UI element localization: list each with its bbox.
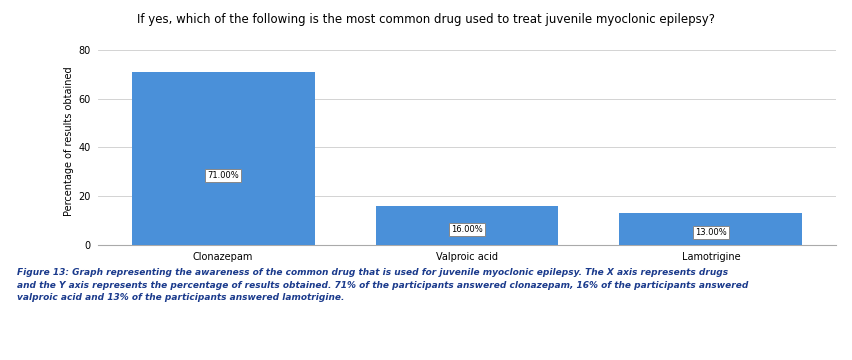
Text: 13.00%: 13.00% xyxy=(694,228,726,237)
Bar xyxy=(375,206,558,245)
Text: 71.00%: 71.00% xyxy=(207,171,239,180)
Text: 16.00%: 16.00% xyxy=(451,225,482,234)
Y-axis label: Percentage of results obtained: Percentage of results obtained xyxy=(64,67,74,216)
Bar xyxy=(619,213,802,245)
Bar xyxy=(131,72,314,245)
Text: Figure 13: Graph representing the awareness of the common drug that is used for : Figure 13: Graph representing the awaren… xyxy=(17,268,747,302)
Text: If yes, which of the following is the most common drug used to treat juvenile my: If yes, which of the following is the mo… xyxy=(137,13,715,26)
